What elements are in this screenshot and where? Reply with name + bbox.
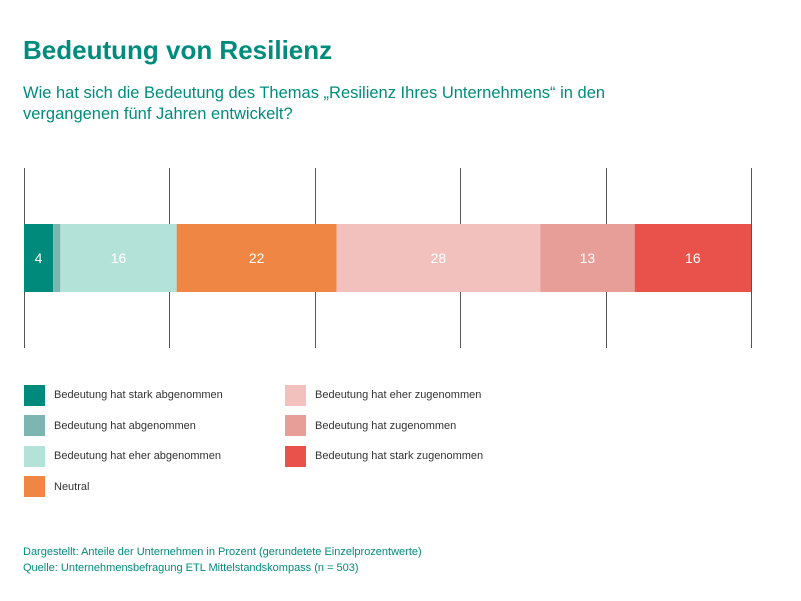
bar-segment — [634, 224, 751, 292]
bar-value-label: 13 — [580, 250, 596, 266]
legend-swatch — [285, 384, 306, 406]
legend-item: Bedeutung hat abgenommen — [24, 415, 223, 437]
legend-item: Bedeutung hat eher abgenommen — [24, 445, 223, 467]
bar-value-label: 16 — [685, 250, 701, 266]
bar-segment — [540, 224, 635, 292]
legend-label: Neutral — [54, 480, 90, 493]
footnote-description: Dargestellt: Anteile der Unternehmen in … — [23, 546, 422, 558]
legend-label: Bedeutung hat eher zugenommen — [315, 389, 482, 401]
bar-value-label: 28 — [431, 250, 447, 266]
legend-label: Bedeutung hat eher abgenommen — [54, 450, 221, 462]
bar-segment — [53, 224, 61, 292]
bar-value-label: 16 — [111, 250, 127, 266]
legend-swatch — [285, 445, 306, 467]
legend-label: Bedeutung hat zugenommen — [315, 419, 457, 432]
legend-swatch — [24, 415, 45, 436]
legend-right: Bedeutung hat eher zugenommen Bedeutung … — [285, 384, 483, 476]
bar-segment — [336, 224, 541, 292]
legend-swatch — [24, 476, 45, 497]
bar-value-label: 22 — [249, 250, 265, 266]
legend-label: Bedeutung hat stark zugenommen — [315, 450, 484, 462]
legend-swatch — [24, 384, 45, 406]
chart-subtitle: Wie hat sich die Bedeutung des Themas „R… — [23, 84, 606, 123]
legend-swatch — [24, 445, 45, 467]
legend-left: Bedeutung hat stark abgenommen Bedeutung… — [24, 384, 223, 506]
legend-swatch — [285, 415, 306, 436]
chart-title: Bedeutung von Resilienz — [23, 35, 333, 65]
legend-item: Bedeutung hat stark zugenommen — [285, 445, 483, 467]
legend-item: Neutral — [24, 476, 223, 498]
legend-label: Bedeutung hat stark abgenommen — [54, 389, 223, 401]
bar-segment — [24, 224, 54, 292]
legend-label: Bedeutung hat abgenommen — [54, 419, 196, 432]
bar-segments — [24, 224, 751, 292]
bar-segment — [176, 224, 337, 292]
legend-item: Bedeutung hat zugenommen — [285, 415, 483, 437]
legend-item: Bedeutung hat eher zugenommen — [285, 384, 483, 406]
footnote-source: Quelle: Unternehmensbefragung ETL Mittel… — [23, 562, 359, 574]
stacked-bar-chart: 4 16 22 28 13 16 — [24, 168, 752, 348]
bar-labels: 4 16 22 28 13 16 — [35, 250, 701, 266]
bar-value-label: 4 — [35, 250, 43, 266]
legend-item: Bedeutung hat stark abgenommen — [24, 384, 223, 406]
bar-segment — [60, 224, 177, 292]
